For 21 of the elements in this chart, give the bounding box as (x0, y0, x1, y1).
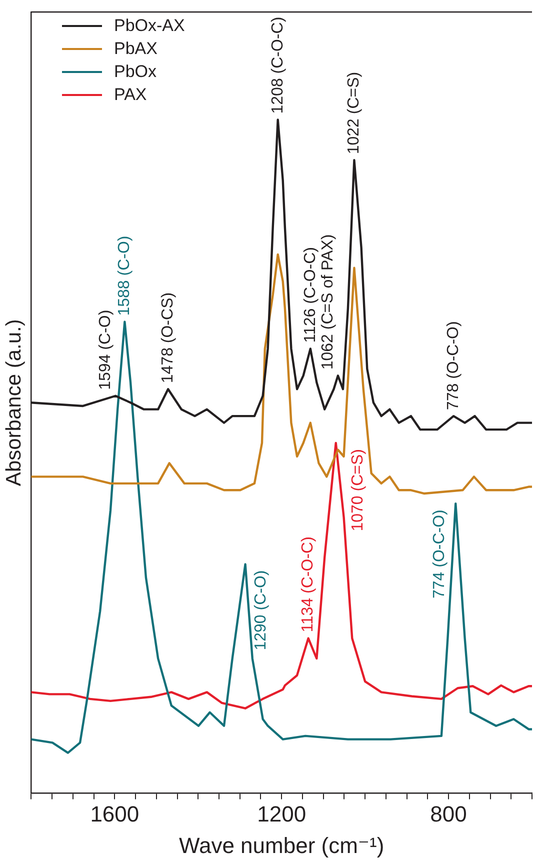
x-tick-label: 1600 (90, 801, 140, 826)
annotation: 1588 (C-O) (116, 236, 134, 316)
legend-label: PbOx (114, 62, 157, 82)
annotation: 1290 (C-O) (252, 570, 270, 650)
x-tick-label: 800 (430, 801, 467, 826)
annotation: 1126 (C-O-C) (302, 247, 319, 343)
annotation: 774 (O-C-O) (431, 510, 448, 599)
annotation: 1594 (C-O) (96, 310, 114, 390)
annotation: 1478 (O-CS) (159, 292, 176, 384)
x-axis-title: Wave number (cm⁻¹) (179, 832, 384, 858)
x-tick-label: 1200 (257, 801, 306, 826)
annotation: 1134 (C-O-C) (300, 536, 317, 632)
annotation: 1208 (C-O-C) (269, 16, 286, 114)
y-axis-title: Absorbance (a.u.) (2, 319, 26, 486)
annotation: 778 (O-C-O) (444, 321, 462, 410)
annotation: 1022 (C=S) (346, 72, 363, 154)
legend-label: PbAX (114, 38, 158, 58)
legend-label: PbOx-AX (114, 16, 185, 36)
legend-label: PAX (114, 84, 147, 104)
annotation: 1070 (C=S) (349, 449, 366, 532)
annotation: 1062 (C=S of PAX) (319, 234, 336, 370)
